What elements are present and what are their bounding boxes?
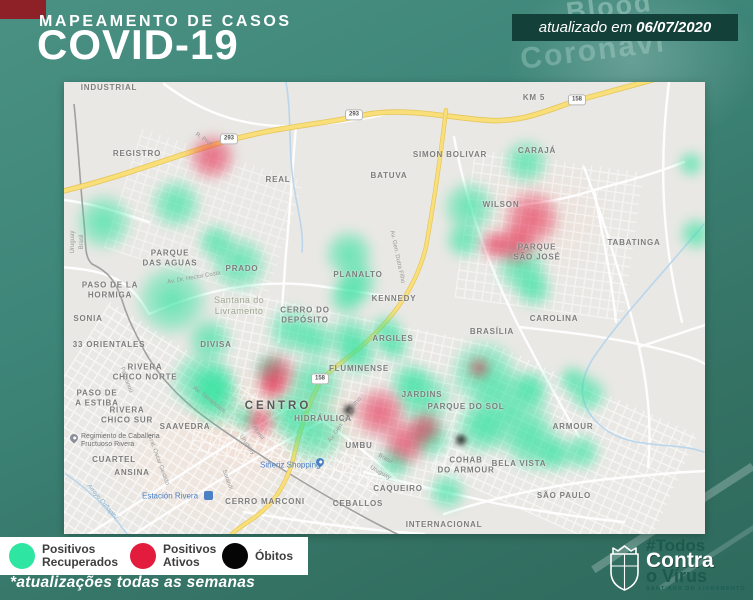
map-area-label: SÃO PAULO [536,491,592,501]
map-area-label: CERRO DO DEPÓSITO [280,305,330,324]
map-area-label: RIVERA CHICO SUR [100,405,154,424]
map-area-label: REAL [265,175,291,185]
map-area-label: PARQUE SÃO JOSÉ [513,242,561,261]
map-area-label: CENTRO [244,400,312,413]
map-area-label: CUARTEL [92,455,136,465]
legend-bar: Positivos Recuperados Positivos Ativos Óbi… [0,537,308,575]
map-area-label: RIVERA CHICO NORTE [112,362,178,381]
map-area-label: SONIA [73,314,103,324]
map-area-label: INDUSTRIAL [80,83,138,93]
legend-item: Positivos Ativos [130,537,216,575]
legend-color-dot [222,543,248,569]
map-area-label: ARGILES [372,334,414,344]
map-area-label: CEBALLOS [332,499,384,509]
page-title: COVID-19 [37,21,239,68]
map-area-label: PASO DE A ESTIBA [75,388,119,407]
map-area-label: KM 5 [522,93,546,103]
map-area-label: COHAB DO ARMOUR [437,455,495,474]
map-area-label: PASO DE LA HORMIGA [81,280,139,299]
map-area-label: PARQUE DAS AGUAS [142,248,198,267]
map-area-label: INTERNACIONAL [405,520,483,530]
map-poi-label: Regimiento de Caballeria Fructuoso River… [81,432,160,448]
map-area-label: UMBU [345,441,373,451]
logo-subtitle: SANT'ANA DO LIVRAMENTO [646,586,746,592]
route-shield: 158 [567,94,587,106]
map-poi-label: Siñeriz Shopping [260,460,321,470]
legend-color-dot [130,543,156,569]
map-area-label: TABATINGA [607,238,661,248]
map-area-label: BATUVA [370,171,408,181]
footnote: *atualizações todas as semanas [10,574,256,591]
legend-label: Positivos Ativos [163,542,217,569]
map-area-label: CAROLINA [529,314,579,324]
updated-date-badge: atualizado em 06/07/2020 [512,14,738,41]
badge-prefix: atualizado em [538,19,633,36]
logo-line-contra: Contra [646,549,714,572]
header-kicker: MAPEAMENTO DE CASOS [39,13,292,30]
station-icon [204,491,213,500]
map-area-label: BRASÍLIA [469,327,515,337]
logo-line-todos: #Todos [646,536,706,555]
map-area-label: SAAVEDRA [159,422,211,432]
map-area-label: ANSINA [114,468,150,478]
map-area-label: PRADO [225,264,259,274]
legend-item: Positivos Recuperados [9,537,118,575]
map-poi-label: Estación Rivera [142,491,199,501]
legend-item: Óbitos [222,537,293,575]
map-area-label: PLANALTO [333,270,383,280]
map-street-label: Brasil [79,234,85,250]
map-area-label: CARAJÁ [517,146,557,156]
map-area-label: BELA VISTA [491,459,547,469]
route-shield: 293 [219,133,239,145]
map-area-label: WILSON [482,200,520,210]
map-area-label: KENNEDY [371,294,417,304]
map-area-label: FLUMINENSE [329,364,389,374]
map-area-label: REGISTRO [112,149,162,159]
map-area-label: PARQUE DO SOL [427,402,505,412]
map-area-label: CERRO MARCONI [225,497,305,507]
map-canvas: INDUSTRIAL KM 5 REGISTRO SIMON BOLIVAR CARAJ… [64,82,705,534]
map-area-label: JARDINS [401,390,443,400]
map-area-label: DIVISA [200,340,232,350]
corner-red-mark [0,0,46,19]
map-street-label: Uruguay [70,230,76,254]
route-shield: 293 [344,109,364,121]
badge-date: 06/07/2020 [636,19,712,36]
map-area-label: 33 ORIENTALES [72,340,146,350]
map-area-label: CAQUEIRO [373,484,423,494]
city-crest-icon [610,545,639,591]
route-shield: 158 [310,373,330,385]
logo-line-virus: o Vírus [646,566,708,586]
map-area-label: HIDRÁULICA [294,414,352,424]
legend-label: Óbitos [255,548,293,563]
map-area-label: SIMON BOLIVAR [412,150,488,160]
map-area-label: Santana do Livramento [213,295,265,316]
legend-label: Positivos Recuperados [42,542,119,569]
map-area-label: ARMOUR [552,422,594,432]
campaign-logo: #Todos Contra o Vírus SANT'ANA DO LIVRAM… [606,536,751,597]
legend-color-dot [9,543,35,569]
